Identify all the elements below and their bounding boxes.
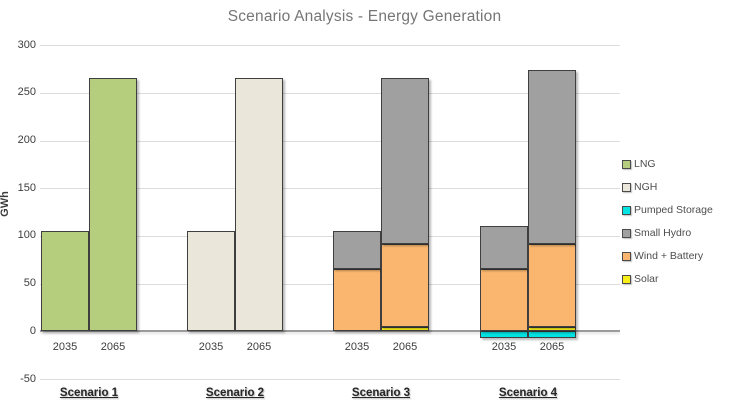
x-tick-label: 2065 — [392, 341, 418, 353]
bar-segment-ngh — [235, 78, 283, 332]
bar-segment-small-hydro — [480, 226, 528, 270]
bar-segment-wind-battery — [381, 244, 429, 327]
chart-title: Scenario Analysis - Energy Generation — [227, 8, 502, 25]
y-tick-label: 0 — [29, 324, 36, 337]
legend-label: NGH — [634, 181, 658, 193]
scenario-label: Scenario 1 — [59, 387, 119, 399]
x-tick-label: 2035 — [491, 341, 517, 353]
legend-swatch — [622, 228, 631, 238]
bar-segment-ngh — [187, 231, 235, 332]
gridline — [40, 45, 620, 47]
x-tick-label: 2035 — [52, 341, 78, 353]
gridline — [40, 235, 620, 237]
x-axis-line — [40, 330, 620, 333]
x-tick-label: 2065 — [246, 341, 272, 353]
legend-item-lng: LNG — [622, 154, 656, 174]
bar-segment-pumped-storage — [480, 331, 528, 338]
y-tick-label: 200 — [17, 134, 36, 146]
x-tick-label: 2065 — [539, 341, 565, 353]
gridline — [40, 188, 620, 190]
bar-segment-solar — [381, 326, 429, 332]
legend-swatch — [622, 251, 631, 261]
legend-label: Solar — [634, 273, 659, 285]
legend-item-small-hydro: Small Hydro — [622, 223, 691, 243]
legend-label: Wind + Battery — [634, 250, 704, 262]
gridline — [40, 283, 620, 285]
legend-item-wind-battery: Wind + Battery — [622, 246, 703, 266]
x-tick-label: 2035 — [198, 341, 224, 353]
bar-segment-wind-battery — [528, 244, 576, 327]
bar-segment-wind-battery — [333, 269, 381, 332]
legend-label: LNG — [634, 158, 656, 170]
y-tick-label: 250 — [17, 86, 36, 99]
y-tick-label: 50 — [23, 277, 36, 290]
legend-label: Pumped Storage — [634, 204, 713, 216]
legend-item-ngh: NGH — [622, 177, 657, 197]
y-tick-label: 150 — [17, 181, 36, 194]
legend-swatch — [622, 182, 631, 192]
legend-item-solar: Solar — [622, 269, 659, 289]
x-tick-label: 2035 — [344, 341, 370, 353]
legend-swatch — [622, 159, 631, 169]
y-tick-label: 300 — [17, 38, 36, 51]
legend-swatch — [622, 205, 631, 215]
bar-segment-pumped-storage — [528, 331, 576, 338]
bar-segment-lng — [89, 78, 137, 332]
bar-segment-small-hydro — [381, 78, 429, 245]
gridline — [40, 92, 620, 94]
scenario-label: Scenario 2 — [205, 387, 265, 399]
legend-item-pumped-storage: Pumped Storage — [622, 200, 713, 220]
legend-label: Small Hydro — [634, 227, 692, 239]
y-tick-label: -50 — [20, 372, 36, 385]
bar-segment-lng — [41, 231, 89, 332]
bar-segment-small-hydro — [528, 69, 576, 245]
gridline — [40, 379, 620, 380]
scenario-label: Scenario 3 — [351, 387, 411, 399]
x-tick-label: 2065 — [100, 341, 126, 353]
bar-segment-wind-battery — [480, 269, 528, 332]
y-tick-label: 100 — [17, 229, 36, 242]
bar-segment-solar — [528, 326, 576, 332]
gridline — [40, 140, 620, 142]
bar-segment-small-hydro — [333, 231, 381, 270]
scenario-label: Scenario 4 — [498, 387, 558, 399]
legend-swatch — [622, 274, 631, 284]
